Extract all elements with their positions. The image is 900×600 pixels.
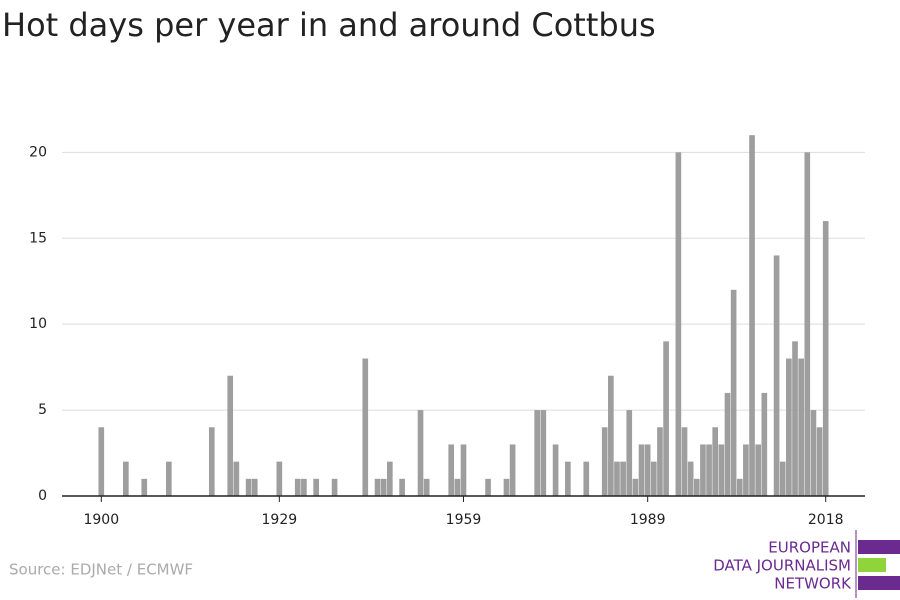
y-tick-label: 15: [29, 230, 47, 246]
bar: [565, 461, 571, 496]
bar: [460, 444, 467, 496]
bar: [614, 461, 620, 496]
bar: [448, 444, 455, 496]
bar: [399, 478, 405, 496]
bar: [233, 461, 240, 496]
bar: [675, 152, 682, 496]
bar: [681, 427, 688, 496]
logo-text: DATA JOURNALISM: [713, 557, 851, 575]
bar: [706, 444, 712, 496]
bar: [792, 341, 798, 496]
logo-bar: [858, 558, 886, 572]
y-tick-label: 5: [38, 402, 47, 418]
bar: [423, 478, 430, 496]
bar: [786, 358, 792, 496]
bar: [227, 375, 234, 496]
bar: [810, 410, 817, 496]
bar: [141, 478, 148, 496]
bar: [749, 135, 755, 496]
bar: [601, 427, 608, 496]
logo-text: NETWORK: [774, 575, 852, 593]
bar: [718, 444, 725, 496]
bar: [485, 478, 491, 496]
bar: [417, 410, 424, 496]
bar: [380, 478, 387, 496]
bar: [552, 444, 559, 496]
bar: [503, 478, 510, 496]
logo: EUROPEAN DATA JOURNALISM NETWORK: [713, 530, 900, 598]
bar: [798, 358, 804, 496]
bar: [650, 461, 657, 496]
x-tick-label: 1900: [83, 512, 119, 528]
bar: [362, 358, 369, 496]
source: Source: EDJNet / ECMWF: [9, 561, 193, 579]
x-tick-label: 1929: [262, 512, 298, 528]
bar: [657, 427, 663, 496]
bar: [779, 461, 786, 496]
bar: [743, 444, 749, 496]
bar: [761, 392, 768, 496]
bar: [374, 478, 381, 496]
bar: [755, 444, 762, 496]
x-tick-label: 1989: [630, 512, 666, 528]
bar: [245, 478, 252, 496]
bar: [712, 427, 719, 496]
bar: [773, 255, 780, 496]
logo-bar: [858, 576, 900, 590]
bar: [687, 461, 694, 496]
x-tick-label: 1959: [446, 512, 482, 528]
bar: [632, 478, 639, 496]
bar: [693, 478, 700, 496]
bar: [454, 478, 461, 496]
bar: [251, 478, 258, 496]
bar: [730, 289, 737, 496]
bar: [663, 341, 669, 496]
y-tick-label: 20: [29, 144, 47, 160]
bar: [724, 392, 731, 496]
bar: [816, 427, 823, 496]
bar: [608, 375, 614, 496]
bar: [700, 444, 706, 496]
bar: [626, 410, 633, 496]
bar: [208, 427, 215, 496]
bar: [509, 444, 516, 496]
bar: [540, 410, 547, 496]
x-tick-label: 2018: [808, 512, 844, 528]
bar: [123, 461, 129, 496]
bar: [644, 444, 651, 496]
bar: [294, 478, 301, 496]
chart-title: Hot days per year in and around Cottbus: [2, 6, 656, 44]
bar: [276, 461, 283, 496]
bar: [98, 427, 105, 496]
bar: [736, 478, 743, 496]
bar: [331, 478, 338, 496]
logo-text: EUROPEAN: [768, 539, 851, 557]
bar: [583, 461, 590, 496]
bar: [822, 221, 829, 496]
bar: [638, 444, 645, 496]
bar: [534, 410, 540, 496]
bar: [387, 461, 393, 496]
y-tick-label: 10: [29, 316, 47, 332]
bar: [313, 478, 319, 496]
logo-bar: [858, 540, 900, 554]
bar: [804, 152, 811, 496]
bar: [165, 461, 172, 496]
bar: [620, 461, 626, 496]
bar: [301, 478, 307, 496]
y-tick-label: 0: [38, 488, 47, 504]
